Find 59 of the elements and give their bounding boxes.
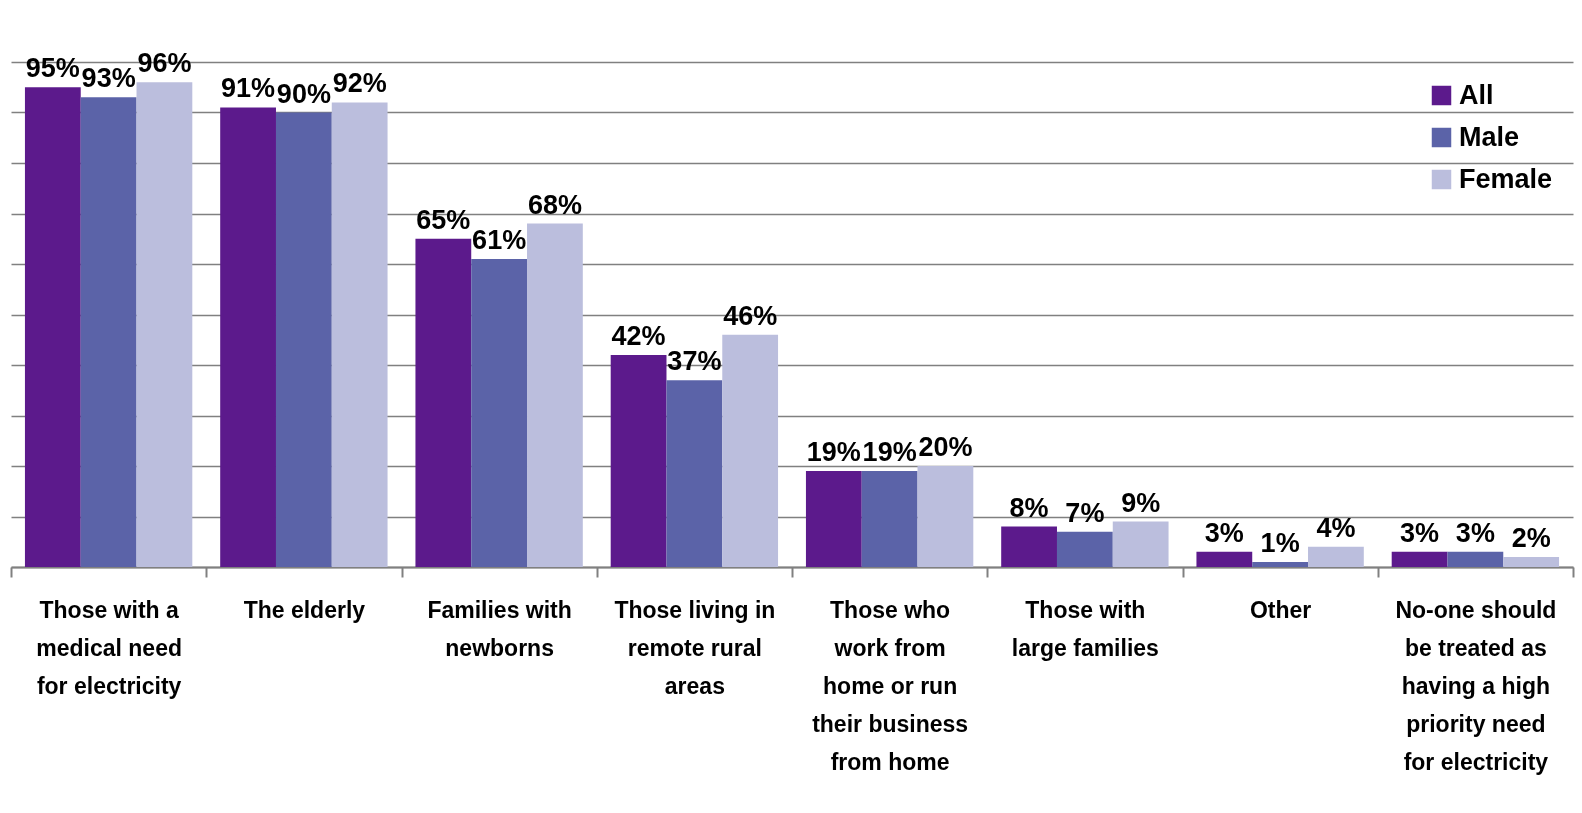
legend-label: Female (1459, 163, 1553, 194)
data-label: 9% (1121, 487, 1161, 518)
data-label: 7% (1065, 497, 1105, 528)
data-label: 1% (1260, 527, 1300, 558)
x-tick-label: Other (1249, 596, 1312, 623)
data-label: 93% (81, 63, 136, 94)
bar (1503, 556, 1560, 567)
bar (1252, 561, 1309, 567)
data-label: 8% (1009, 492, 1049, 523)
bar (275, 112, 332, 567)
data-label: 4% (1316, 512, 1356, 543)
x-tick-label: Those who work from home or run their business from home (812, 596, 969, 775)
bar (666, 380, 723, 567)
bar (415, 238, 472, 567)
bar (1001, 526, 1057, 567)
bar (1056, 531, 1113, 567)
x-tick-label: Those with large families (1011, 596, 1159, 661)
data-label: 3% (1455, 517, 1495, 548)
bar (80, 97, 137, 567)
legend-label: Male (1459, 121, 1520, 152)
x-tick-label: Those with a medical need for electricity (36, 596, 182, 699)
data-label: 37% (667, 346, 722, 377)
bar (527, 223, 583, 567)
x-tick-label: Families with newborns (427, 596, 572, 661)
data-label: 3% (1204, 517, 1244, 548)
data-label: 68% (527, 189, 582, 220)
data-label: 90% (276, 78, 331, 109)
legend-label: All (1459, 79, 1494, 110)
data-label: 2% (1511, 522, 1551, 553)
bar (1391, 551, 1448, 567)
bar (331, 102, 388, 567)
x-tick-label: No-one should be treated as having a high priority need for electricity (1395, 596, 1557, 775)
data-label: 92% (332, 68, 387, 99)
data-label: 96% (137, 48, 192, 79)
data-label: 42% (611, 320, 666, 351)
bar (220, 107, 276, 567)
bar (1308, 546, 1364, 567)
bar (722, 334, 779, 567)
x-tick-label: Those living in remote rural areas (614, 596, 776, 699)
bar (1196, 551, 1253, 567)
bar (805, 471, 862, 567)
data-label: 95% (25, 53, 80, 84)
data-label: 91% (221, 73, 276, 104)
data-label: 19% (862, 437, 917, 468)
bar (610, 354, 667, 567)
bar (861, 471, 918, 567)
data-label: 65% (416, 204, 471, 235)
x-tick-label: The elderly (243, 596, 366, 623)
bar (24, 87, 81, 567)
bar (1112, 521, 1169, 567)
data-label: 3% (1400, 517, 1440, 548)
data-label: 46% (723, 300, 778, 331)
bar (1447, 551, 1504, 567)
bar (471, 258, 528, 567)
data-label: 19% (806, 437, 861, 468)
bar (136, 82, 193, 567)
data-label: 20% (918, 432, 973, 462)
data-label: 61% (472, 224, 527, 255)
bar (917, 466, 974, 567)
